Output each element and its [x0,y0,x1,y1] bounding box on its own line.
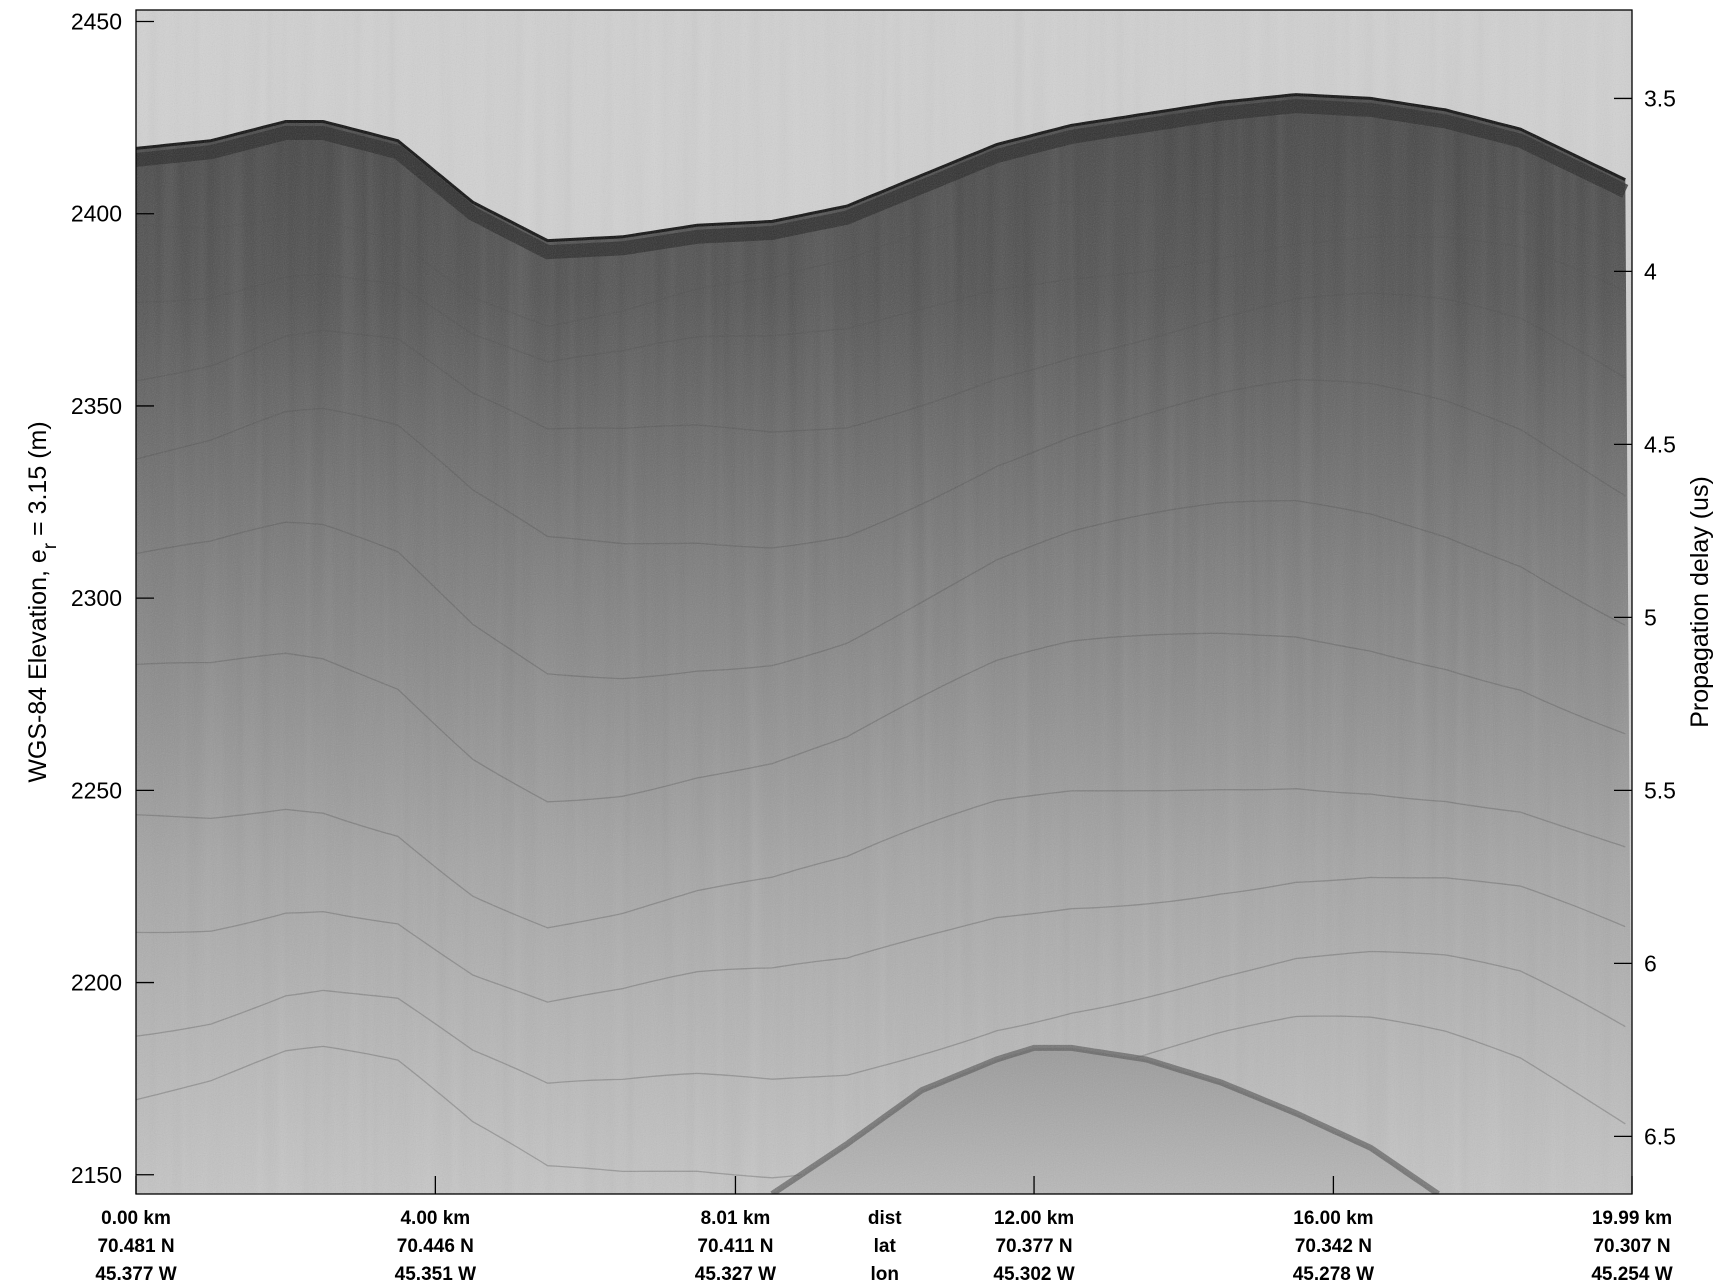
left-tick-label: 2450 [71,9,122,35]
lon-label: 45.278 W [1293,1264,1374,1283]
left-tick-label: 2250 [71,777,122,803]
right-tick-label: 5.5 [1644,777,1676,803]
right-tick-label: 4 [1644,258,1657,284]
right-tick-label: 6.5 [1644,1123,1676,1149]
dist-label: 4.00 km [400,1208,470,1229]
lon-label: 45.254 W [1591,1264,1672,1283]
plot-area [136,10,1632,1194]
left-tick-label: 2200 [71,970,122,996]
lon-label: 45.377 W [95,1264,176,1283]
plot-frame [135,9,1633,1195]
left-title-subscript: r [40,542,61,549]
bottom-distance-axis: 0.00 km 70.481 N 45.377 W 4.00 km 70.446 N 45… [95,1176,1673,1283]
dist-label: 16.00 km [1293,1208,1373,1229]
right-tick-label: 5 [1644,604,1657,630]
lon-label: 45.302 W [993,1264,1074,1283]
left-axis-title: WGS-84 Elevation, er = 3.15 (m) [24,421,61,782]
row-name-dist: dist [868,1208,902,1229]
row-name-lon: lon [870,1264,899,1283]
lat-label: 70.481 N [97,1236,174,1257]
right-propagation-axis: 3.5 4 4.5 5 5.5 6 6.5 [1614,85,1676,1149]
left-tick-label: 2300 [71,585,122,611]
right-tick-label: 6 [1644,950,1657,976]
lat-label: 70.342 N [1295,1236,1372,1257]
right-tick-label: 3.5 [1644,85,1676,111]
lat-label: 70.307 N [1593,1236,1670,1257]
dist-label: 19.99 km [1592,1208,1672,1229]
dist-label: 0.00 km [101,1208,171,1229]
left-title-tail: = 3.15 (m) [24,421,52,543]
left-title-main: WGS-84 Elevation, e [24,549,52,782]
lon-label: 45.327 W [695,1264,776,1283]
right-tick-label: 4.5 [1644,431,1676,457]
left-tick-label: 2400 [71,201,122,227]
right-axis-title: Propagation delay (us) [1686,476,1714,728]
lon-label: 45.351 W [395,1264,476,1283]
lat-label: 70.411 N [697,1236,773,1257]
dist-label: 12.00 km [994,1208,1074,1229]
lat-label: 70.446 N [397,1236,474,1257]
left-elevation-axis: 2450 2400 2350 2300 2250 2200 2150 [71,9,154,1188]
row-name-lat: lat [874,1236,897,1257]
left-tick-label: 2150 [71,1162,122,1188]
left-tick-label: 2350 [71,393,122,419]
noise-grain [136,10,1632,1194]
lat-label: 70.377 N [995,1236,1072,1257]
dist-label: 8.01 km [701,1208,771,1229]
